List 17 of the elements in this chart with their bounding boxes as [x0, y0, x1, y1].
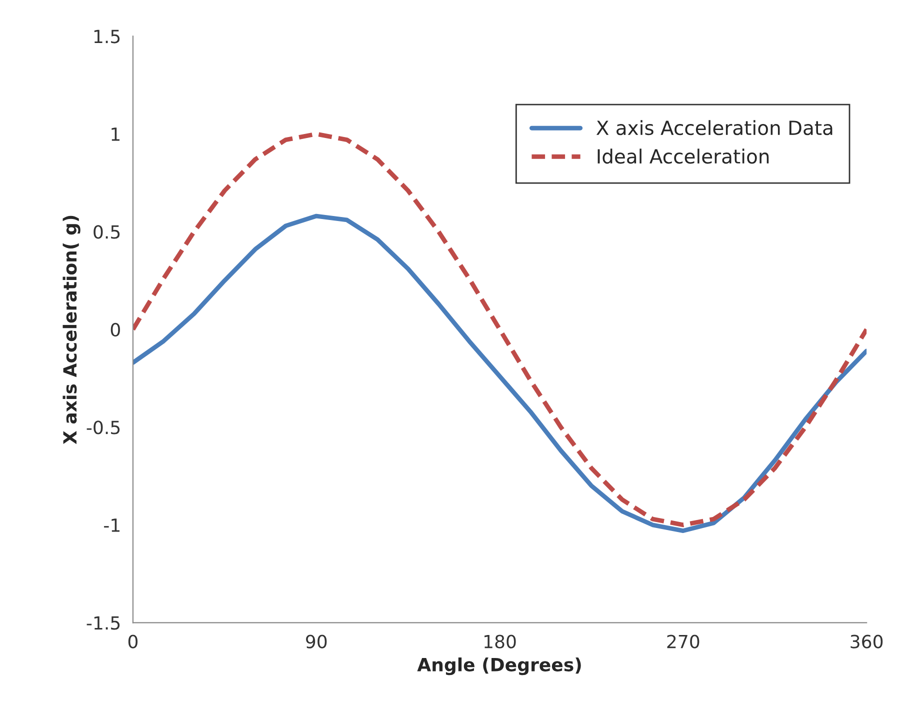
x-tick-label: 360: [850, 634, 883, 648]
x-tick-label: 270: [667, 634, 700, 648]
y-tick-label: 0: [110, 322, 120, 337]
y-tick-label: 1.5: [94, 30, 120, 44]
legend-label: Ideal Acceleration: [598, 148, 769, 164]
x-tick-label: 90: [306, 634, 327, 648]
y-tick-label: -1: [104, 518, 120, 532]
line-series: [132, 214, 867, 533]
y-axis-title: X axis Acceleration( g): [62, 216, 80, 444]
x-axis-title: Angle (Degrees): [417, 657, 581, 676]
x-tick-label: 180: [484, 634, 516, 648]
y-tick-label: -0.5: [86, 420, 120, 434]
y-tick-label: -1.5: [86, 616, 120, 630]
legend-label: X axis Acceleration Data: [596, 120, 832, 136]
x-tick-label: 0: [128, 634, 138, 648]
y-tick-label: 1: [112, 128, 120, 141]
y-tick-label: 0.5: [94, 225, 120, 239]
